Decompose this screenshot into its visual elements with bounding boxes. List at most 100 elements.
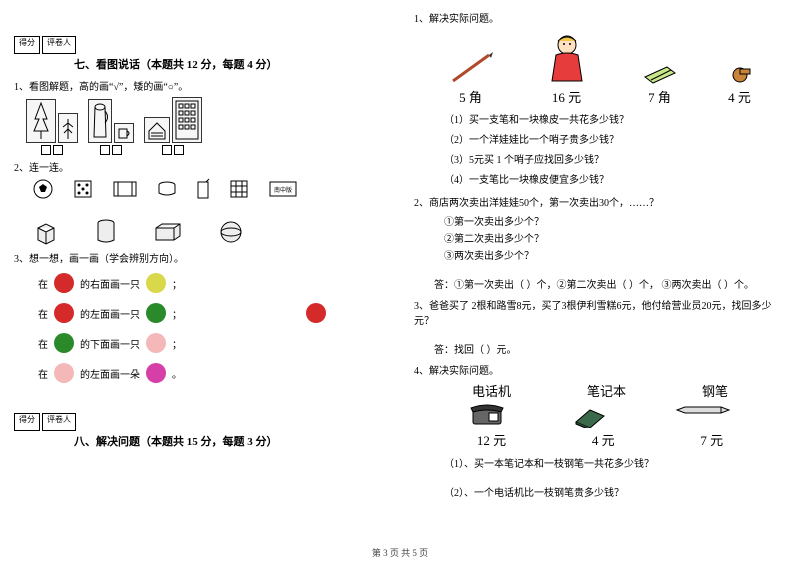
can-icon — [156, 181, 178, 197]
soccer-ball-icon — [32, 178, 54, 200]
item-price: 7 元 — [700, 430, 723, 449]
pen-icon — [673, 402, 733, 418]
tree-tall-icon — [26, 99, 56, 143]
match-bottom-row — [32, 218, 386, 246]
q7-2: 2、连一连。 — [14, 159, 386, 174]
dir-text: 的下面画一只 — [80, 336, 140, 351]
svg-text:南中版: 南中版 — [274, 186, 292, 194]
q8-1-sub3: （3）5元买 1 个哨子应找回多少钱？ — [444, 151, 786, 166]
price-text: 4 元 — [728, 87, 751, 106]
dir-text: 在 — [38, 306, 48, 321]
check-box[interactable] — [41, 145, 51, 155]
house-small-icon — [144, 117, 170, 143]
dir-row-4: 在 的左面画一朵 。 — [38, 361, 386, 385]
section-7-title: 七、看图说话（本题共 12 分，每题 4 分） — [74, 56, 386, 72]
dir-text: 在 — [38, 276, 48, 291]
dice-icon — [72, 178, 94, 200]
grader-cell: 评卷人 — [42, 413, 76, 431]
q8-1-sub4: （4）一支笔比一块橡皮便宜多少钱？ — [444, 171, 786, 186]
price-row: 5 角 16 元 7 角 4 元 — [424, 31, 776, 106]
check-box[interactable] — [100, 145, 110, 155]
q8-2-sub3: ③两次卖出多少个？ — [444, 247, 786, 262]
right-column: 1、解决实际问题。 5 角 16 元 7 角 4 元 （1）买一支笔和一块橡皮一… — [400, 0, 800, 540]
q8-1-sub1: （1）买一支笔和一块橡皮一共花多少钱？ — [444, 111, 786, 126]
answer-box[interactable] — [188, 271, 260, 295]
q8-1: 1、解决实际问题。 — [414, 10, 786, 25]
cylinder-shape-icon — [94, 218, 118, 246]
item-name: 笔记本 — [587, 381, 626, 400]
thermos-icon — [88, 99, 112, 143]
dir-text: 。 — [172, 366, 182, 381]
rubik-icon — [228, 178, 250, 200]
peach-icon — [146, 333, 166, 353]
item-price: 4 元 — [592, 430, 615, 449]
item-name: 钢笔 — [702, 381, 728, 400]
q8-3: 3、爸爸买了 2根和路雪8元，买了3根伊利雪糕6元，他付给营业员20元，找回多少… — [414, 297, 786, 327]
eraser-icon — [641, 65, 679, 85]
page-footer: 第 3 页 共 5 页 — [0, 546, 800, 559]
answer-box[interactable] — [188, 301, 260, 325]
pencil-icon — [449, 51, 493, 85]
check-box[interactable] — [112, 145, 122, 155]
q8-2-ans: 答：①第一次卖出（ ）个，②第二次卖出（ ）个， ③两次卖出（ ）个。 — [434, 276, 786, 291]
section-8-title: 八、解决问题（本题共 15 分，每题 3 分） — [74, 433, 386, 449]
item-price: 12 元 — [477, 430, 506, 449]
q8-3-ans: 答：找回（ ）元。 — [434, 341, 786, 356]
dir-text: 在 — [38, 336, 48, 351]
dir-text: 的左面画一只 — [80, 306, 140, 321]
q8-4: 4、解决实际问题。 — [414, 362, 786, 377]
apple-ref-icon — [306, 303, 326, 323]
check-box[interactable] — [53, 145, 63, 155]
item-icon-row — [434, 402, 766, 428]
price-text: 5 角 — [459, 87, 482, 106]
answer-box[interactable] — [188, 331, 260, 355]
score-cell: 得分 — [14, 36, 40, 54]
peach-icon — [54, 363, 74, 383]
q7-1-images — [26, 97, 386, 155]
q8-4-sub2: （2）、一个电话机比一枝钢笔贵多少钱？ — [444, 484, 786, 499]
dir-text: 在 — [38, 366, 48, 381]
q8-2-sub1: ①第一次卖出多少个？ — [444, 213, 786, 228]
q7-1: 1、看图解题，高的画“√”，矮的画“○”。 — [14, 78, 386, 93]
cuboid-shape-icon — [152, 220, 184, 244]
apple-icon — [54, 273, 74, 293]
book-icon: 南中版 — [268, 180, 298, 198]
answer-box[interactable] — [188, 361, 260, 385]
dir-text: ； — [172, 336, 182, 351]
q8-4-sub1: （1）、买一本笔记本和一枝钢笔一共花多少钱？ — [444, 455, 786, 470]
match-top-row: 南中版 — [32, 178, 386, 200]
dir-text: 的左面画一朵 — [80, 366, 140, 381]
apple-icon — [54, 303, 74, 323]
notebook-icon — [572, 402, 608, 428]
score-cell: 得分 — [14, 413, 40, 431]
check-box[interactable] — [162, 145, 172, 155]
sphere-shape-icon — [218, 219, 244, 245]
container-icon — [112, 180, 138, 198]
dir-row-2: 在 的左面画一只 ； — [38, 301, 386, 325]
score-box-8: 得分 评卷人 — [14, 413, 386, 431]
phone-icon — [467, 402, 507, 428]
item-price-row: 12 元 4 元 7 元 — [434, 430, 766, 449]
left-column: 得分 评卷人 七、看图说话（本题共 12 分，每题 4 分） 1、看图解题，高的… — [0, 0, 400, 540]
whistle-icon — [728, 61, 752, 85]
grader-cell: 评卷人 — [42, 36, 76, 54]
q8-2: 2、商店两次卖出洋娃娃50个，第一次卖出30个，……？ — [414, 194, 786, 209]
watermelon-icon — [54, 333, 74, 353]
tree-short-icon — [58, 113, 78, 143]
cup-icon — [114, 123, 134, 143]
price-text: 16 元 — [552, 87, 581, 106]
building-icon — [172, 97, 202, 143]
dir-text: 的右面画一只 — [80, 276, 140, 291]
dir-text: ； — [172, 276, 182, 291]
dir-row-1: 在 的右面画一只 ； — [38, 271, 386, 295]
price-text: 7 角 — [648, 87, 671, 106]
flower-icon — [146, 363, 166, 383]
juice-box-icon — [196, 178, 210, 200]
doll-icon — [542, 31, 592, 85]
check-box[interactable] — [174, 145, 184, 155]
item-name-row: 电话机 笔记本 钢笔 — [434, 381, 766, 400]
q8-1-sub2: （2）一个洋娃娃比一个哨子贵多少钱？ — [444, 131, 786, 146]
watermelon-icon — [146, 303, 166, 323]
item-name: 电话机 — [472, 381, 511, 400]
q7-3: 3、想一想，画一画（学会辨别方向）。 — [14, 250, 386, 265]
